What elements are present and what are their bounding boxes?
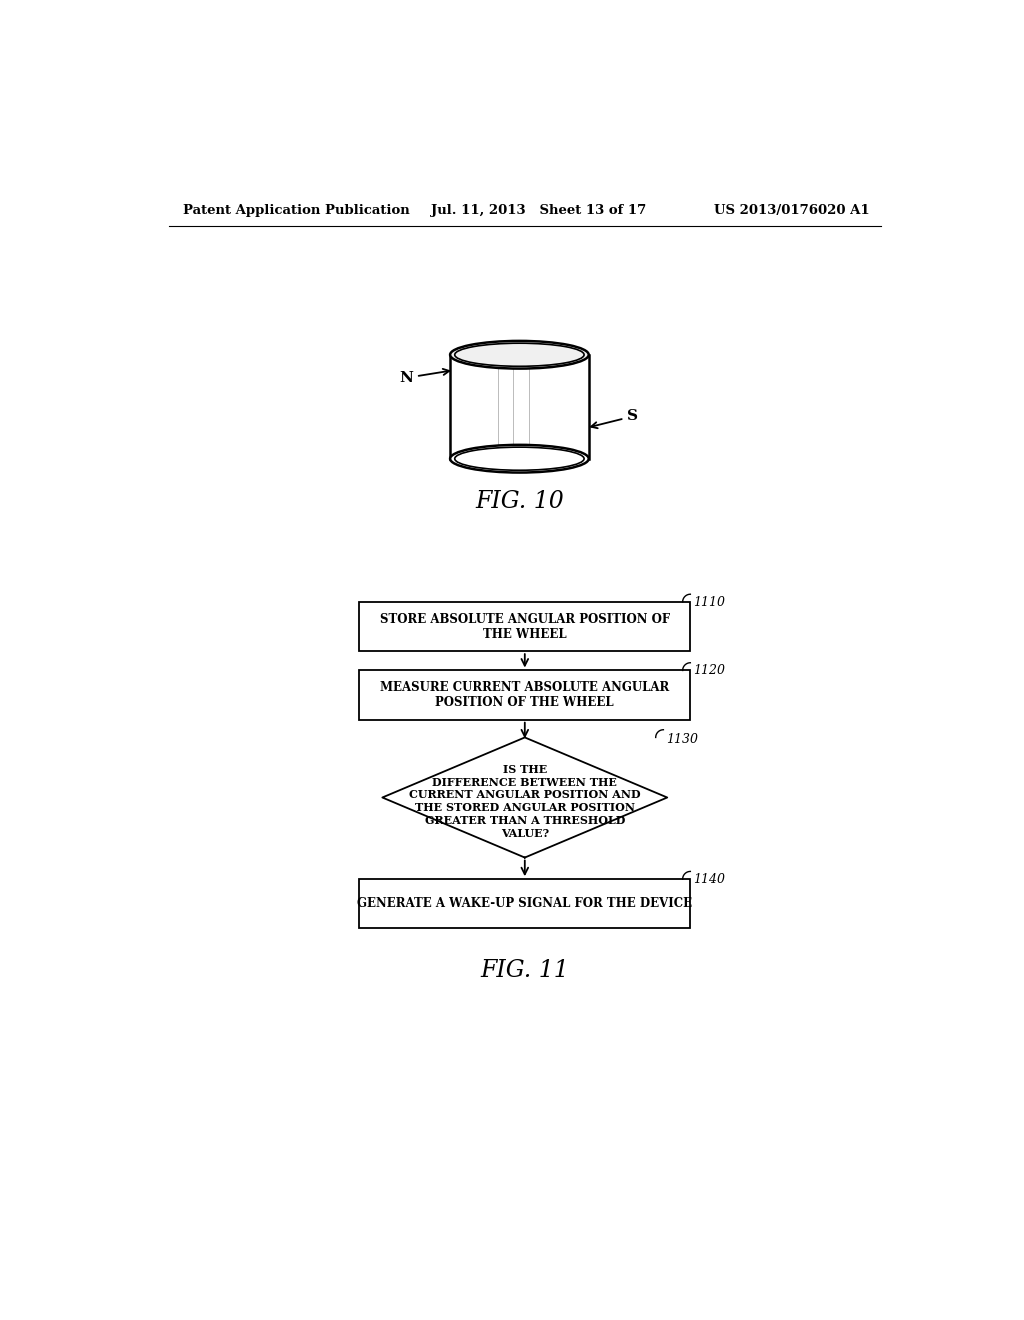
FancyBboxPatch shape <box>359 879 690 928</box>
Text: S: S <box>591 409 638 428</box>
Ellipse shape <box>451 445 589 473</box>
Text: 1130: 1130 <box>666 733 697 746</box>
Text: Jul. 11, 2013   Sheet 13 of 17: Jul. 11, 2013 Sheet 13 of 17 <box>431 205 646 218</box>
Ellipse shape <box>451 341 589 368</box>
Text: N: N <box>399 368 450 385</box>
Text: 1120: 1120 <box>692 664 725 677</box>
Text: FIG. 10: FIG. 10 <box>475 490 564 512</box>
Text: GENERATE A WAKE-UP SIGNAL FOR THE DEVICE: GENERATE A WAKE-UP SIGNAL FOR THE DEVICE <box>357 898 692 911</box>
Text: 1110: 1110 <box>692 595 725 609</box>
Text: IS THE
DIFFERENCE BETWEEN THE
CURRENT ANGULAR POSITION AND
THE STORED ANGULAR PO: IS THE DIFFERENCE BETWEEN THE CURRENT AN… <box>409 764 641 838</box>
Ellipse shape <box>455 447 584 470</box>
Text: STORE ABSOLUTE ANGULAR POSITION OF
THE WHEEL: STORE ABSOLUTE ANGULAR POSITION OF THE W… <box>380 612 670 640</box>
FancyBboxPatch shape <box>451 355 589 459</box>
Text: 1140: 1140 <box>692 873 725 886</box>
Text: US 2013/0176020 A1: US 2013/0176020 A1 <box>714 205 869 218</box>
Text: Patent Application Publication: Patent Application Publication <box>183 205 410 218</box>
FancyBboxPatch shape <box>359 602 690 651</box>
Polygon shape <box>382 738 668 858</box>
FancyBboxPatch shape <box>359 671 690 719</box>
Text: MEASURE CURRENT ABSOLUTE ANGULAR
POSITION OF THE WHEEL: MEASURE CURRENT ABSOLUTE ANGULAR POSITIO… <box>380 681 670 709</box>
Text: FIG. 11: FIG. 11 <box>480 960 569 982</box>
Ellipse shape <box>455 343 584 366</box>
